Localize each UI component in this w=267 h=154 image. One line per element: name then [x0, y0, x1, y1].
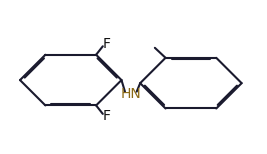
Text: HN: HN [120, 87, 141, 101]
Text: F: F [102, 109, 110, 123]
Text: F: F [102, 37, 110, 51]
